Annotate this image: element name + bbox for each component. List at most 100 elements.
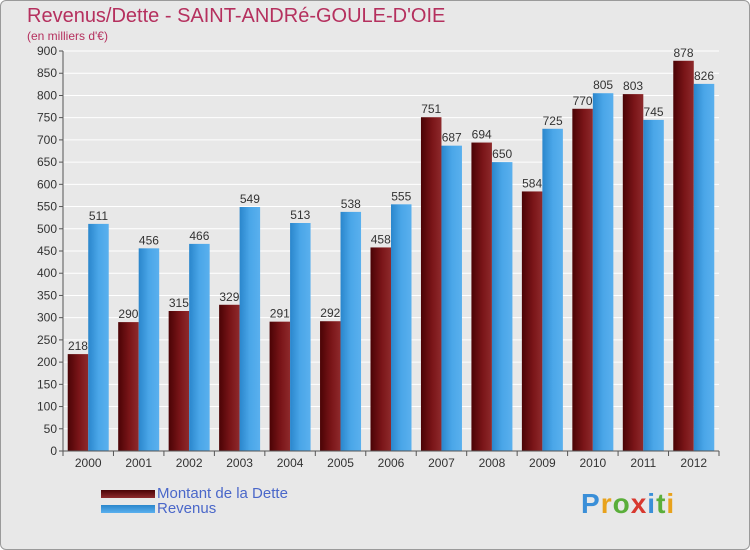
bar-revenus <box>138 248 160 451</box>
x-tick-label: 2004 <box>277 456 304 470</box>
data-label-revenus: 456 <box>139 233 159 247</box>
chart-title: Revenus/Dette - SAINT-ANDRé-GOULE-D'OIE <box>27 5 446 27</box>
bar-revenus <box>88 223 109 451</box>
bar-dette <box>622 94 644 451</box>
data-label-dette: 458 <box>371 232 391 246</box>
bar-revenus <box>491 162 513 451</box>
x-tick-label: 2011 <box>630 456 656 470</box>
y-tick-label: 400 <box>37 266 57 280</box>
data-label-dette: 218 <box>68 339 88 353</box>
data-label-dette: 315 <box>169 296 189 310</box>
logo-letter: i <box>666 488 676 519</box>
y-tick-label: 850 <box>37 66 57 80</box>
bar-revenus <box>592 93 614 451</box>
data-label-revenus: 650 <box>492 147 512 161</box>
bar-dette <box>67 354 89 451</box>
x-tick-label: 2002 <box>176 456 203 470</box>
logo-letter: i <box>647 488 657 519</box>
y-tick-label: 500 <box>37 222 57 236</box>
proxiti-logo: Proxiti <box>581 488 675 520</box>
x-tick-label: 2008 <box>479 456 506 470</box>
legend-label-revenus: Revenus <box>157 500 217 517</box>
data-label-revenus: 511 <box>89 209 108 223</box>
y-tick-label: 550 <box>37 200 57 214</box>
data-label-revenus: 687 <box>442 131 462 145</box>
y-tick-label: 750 <box>37 111 57 125</box>
bar-dette <box>320 321 341 451</box>
data-label-dette: 584 <box>522 176 542 190</box>
x-tick-label: 2006 <box>378 456 405 470</box>
y-tick-label: 250 <box>37 333 57 347</box>
bars <box>67 60 715 452</box>
data-label-revenus: 826 <box>694 69 714 83</box>
data-label-dette: 291 <box>270 307 290 321</box>
y-tick-label: 300 <box>37 311 57 325</box>
x-tick-label: 2010 <box>579 456 606 470</box>
logo-letter: t <box>656 488 667 519</box>
bar-revenus <box>542 128 563 451</box>
bar-revenus <box>693 83 715 451</box>
bar-revenus <box>239 207 261 451</box>
y-tick-label: 650 <box>37 155 57 169</box>
x-tick-label: 2007 <box>428 456 455 470</box>
x-tick-label: 2003 <box>226 456 253 470</box>
y-tick-label: 800 <box>37 88 57 102</box>
bar-dette <box>118 322 139 451</box>
y-tick-label: 700 <box>37 133 57 147</box>
data-label-revenus: 466 <box>189 229 209 243</box>
data-label-revenus: 555 <box>391 189 411 203</box>
axes: 0 50 100 150 200 250 300 350 400 450 500 550 600 650 7… <box>37 44 720 470</box>
bar-dette <box>219 304 240 451</box>
data-label-dette: 803 <box>623 79 643 93</box>
logo-letter: P <box>581 488 601 519</box>
data-label-dette: 694 <box>472 128 492 142</box>
data-label-dette: 292 <box>320 306 340 320</box>
bar-dette <box>521 191 543 451</box>
legend-swatch-revenus <box>101 505 155 513</box>
bar-dette <box>471 142 492 452</box>
y-tick-label: 0 <box>50 444 57 458</box>
chart-subtitle: (en milliers d'€) <box>27 29 108 43</box>
bar-dette <box>370 247 391 451</box>
bar-dette <box>269 321 291 451</box>
logo-letter: x <box>630 488 648 519</box>
data-label-revenus: 745 <box>644 105 664 119</box>
bar-dette <box>168 311 190 451</box>
x-tick-label: 2000 <box>75 456 102 470</box>
data-label-revenus: 725 <box>543 114 563 128</box>
logo-letter: r <box>600 488 613 519</box>
x-tick-label: 2001 <box>125 456 152 470</box>
data-label-dette: 329 <box>219 290 239 304</box>
y-tick-label: 450 <box>37 244 57 258</box>
y-tick-label: 100 <box>37 400 57 414</box>
legend-label-dette: Montant de la Dette <box>157 485 288 502</box>
data-label-revenus: 805 <box>593 78 613 92</box>
data-label-revenus: 513 <box>290 208 310 222</box>
bar-revenus <box>643 119 664 451</box>
data-label-dette: 290 <box>118 307 138 321</box>
y-tick-label: 200 <box>37 355 57 369</box>
y-tick-label: 350 <box>37 288 57 302</box>
logo-letter: o <box>612 488 631 519</box>
bar-revenus <box>340 211 362 451</box>
data-label-revenus: 538 <box>341 197 361 211</box>
y-tick-label: 900 <box>37 44 57 58</box>
bar-revenus <box>189 243 210 451</box>
y-tick-label: 50 <box>44 422 58 436</box>
bar-revenus <box>391 204 412 451</box>
legend-swatch-dette <box>101 490 155 498</box>
data-label-revenus: 549 <box>240 192 260 206</box>
bar-revenus <box>290 223 311 451</box>
x-tick-label: 2005 <box>327 456 354 470</box>
bar-revenus <box>441 145 462 451</box>
bar-dette <box>572 108 593 452</box>
bar-dette <box>420 117 442 451</box>
data-label-dette: 751 <box>421 102 441 116</box>
x-tick-label: 2012 <box>680 456 707 470</box>
y-tick-label: 150 <box>37 377 57 391</box>
y-tick-label: 600 <box>37 177 57 191</box>
bar-dette <box>673 60 694 452</box>
data-labels: 218 511 290 456 315 466 329 549 291 513 292 538 458 5… <box>68 46 714 353</box>
